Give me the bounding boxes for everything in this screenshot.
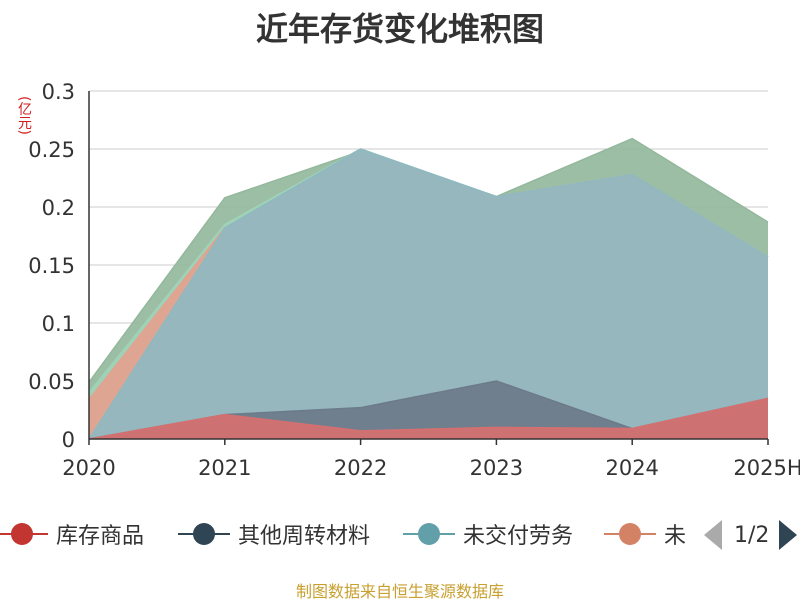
triangle-left-icon[interactable] xyxy=(704,520,722,550)
legend-page-indicator: 1/2 xyxy=(734,522,770,548)
triangle-right-icon[interactable] xyxy=(779,520,798,550)
x-tick-label: 2020 xyxy=(62,456,115,480)
legend-label: 库存商品 xyxy=(56,524,145,549)
legend-pager: 1/2 xyxy=(700,518,800,552)
legend-item-inventory[interactable]: 库存商品 xyxy=(0,516,144,552)
legend-item-truncated[interactable]: 未 xyxy=(604,516,686,552)
y-axis-unit-label: (亿元) xyxy=(16,96,32,135)
legend-label: 未交付劳务 xyxy=(463,524,574,549)
x-tick-label: 2022 xyxy=(334,456,387,480)
area-series xyxy=(88,137,769,440)
source-note: 制图数据来自恒生聚源数据库 xyxy=(295,582,504,601)
y-tick-label: 0 xyxy=(62,428,75,452)
y-tick-label: 0.2 xyxy=(42,196,75,220)
x-tick-label: 2024 xyxy=(605,456,658,480)
x-tick-label: 2021 xyxy=(198,456,251,480)
legend-item-undelivered-services[interactable]: 未交付劳务 xyxy=(403,516,573,552)
x-tick-label: 2023 xyxy=(470,456,523,480)
axes: 0 0.05 0.1 0.15 0.2 0.25 0.3 2020 2021 2022 2023 20… xyxy=(28,80,800,480)
series-line-库存商品 xyxy=(88,397,769,440)
y-tick-label: 0.3 xyxy=(42,80,75,104)
y-tick-label: 0.1 xyxy=(42,312,75,336)
legend-marker-icon xyxy=(0,516,48,552)
legend-label: 其他周转材料 xyxy=(238,524,371,549)
y-tick-label: 0.15 xyxy=(28,254,75,278)
y-tick-label: 0.25 xyxy=(28,138,75,162)
chart-title: 近年存货变化堆积图 xyxy=(255,10,544,48)
x-tick-label: 2025H xyxy=(733,456,800,480)
legend[interactable]: 库存商品 其他周转材料 未交付劳务 未 xyxy=(0,516,800,552)
legend-marker-icon xyxy=(178,516,230,552)
series-line-未交付劳务 xyxy=(88,148,769,440)
y-tick-label: 0.05 xyxy=(28,370,75,394)
legend-marker-icon xyxy=(604,516,656,552)
legend-marker-icon xyxy=(403,516,455,552)
legend-item-other-materials[interactable]: 其他周转材料 xyxy=(178,516,370,552)
legend-label: 未 xyxy=(664,524,687,549)
area-series-未交付劳务 xyxy=(89,149,768,439)
